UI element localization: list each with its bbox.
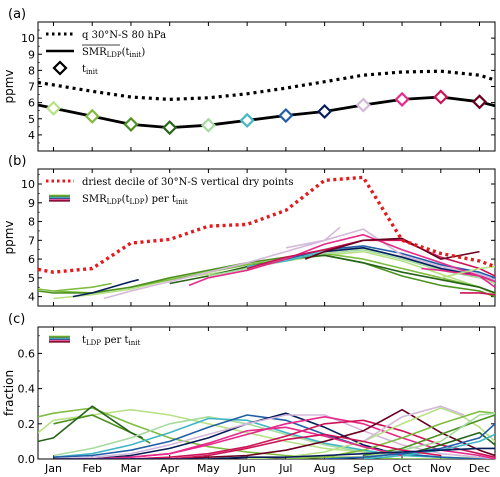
month-label: Sep <box>353 462 374 475</box>
trajectory-line <box>53 447 495 459</box>
tinit-marker <box>433 89 449 105</box>
y-tick-label: 0.4 <box>18 383 36 396</box>
trajectory-line <box>103 228 495 300</box>
legend: driest decile of 30°N-S vertical dry poi… <box>46 177 294 206</box>
legend-swatch <box>52 60 68 76</box>
month-label: Jan <box>44 462 62 475</box>
trajectory-line <box>53 414 495 459</box>
y-tick-label: 5 <box>28 272 35 285</box>
panel-label: (c) <box>8 312 25 327</box>
y-tick-label: 5 <box>28 113 35 126</box>
plot-area <box>38 405 495 459</box>
panel-label: (b) <box>8 154 26 169</box>
trajectory-line <box>53 282 112 292</box>
y-tick-label: 4 <box>28 129 35 142</box>
trajectory-line <box>285 226 341 249</box>
month-label: Apr <box>160 462 180 475</box>
y-tick-label: 9 <box>28 197 35 210</box>
panel-label: (a) <box>8 7 26 22</box>
month-label: Jun <box>238 462 256 475</box>
legend: q 30°N-S 80 hPa SMRLDP(tinit) tinit <box>46 30 166 76</box>
y-axis-label: ppmv <box>2 69 16 103</box>
trajectory-line <box>130 433 441 459</box>
legend-label: tLDP per tinit <box>82 335 140 347</box>
panel-a: 4 5 6 7 8 9 10 ppmv (a) q 30°N-S 80 hPa SMRLDP(tin… <box>2 7 496 152</box>
plot-area <box>38 69 495 136</box>
plot-area <box>38 175 495 300</box>
y-tick-label: 0.6 <box>18 347 36 360</box>
trajectory-line <box>460 292 495 296</box>
tinit-marker <box>355 97 371 113</box>
trajectory-line <box>169 254 495 294</box>
y-tick-label: 0.2 <box>18 418 36 431</box>
trajectory-line <box>363 414 495 457</box>
trajectory-line <box>38 405 143 443</box>
trajectory-line <box>304 237 480 260</box>
tinit-marker <box>317 103 333 120</box>
tinit-marker <box>471 94 488 110</box>
plot-frame <box>37 326 496 460</box>
y-tick-label: 8 <box>28 216 35 229</box>
tinit-marker <box>239 112 255 128</box>
y-tick-label: 4 <box>28 291 35 304</box>
y-tick-label: 9 <box>28 48 35 61</box>
tinit-marker <box>278 107 294 124</box>
legend-label: SMRLDP(tLDP) per tinit <box>82 194 188 206</box>
tinit-marker <box>45 100 62 116</box>
legend: tLDP per tinit <box>49 335 140 347</box>
month-label: Feb <box>82 462 101 475</box>
y-tick-label: 8 <box>28 64 35 77</box>
y-axis-label: fraction <box>2 370 16 416</box>
y-tick-label: 0.0 <box>18 453 36 466</box>
series-line <box>38 175 495 274</box>
month-label: Dec <box>469 462 490 475</box>
trajectory-line <box>72 278 139 298</box>
trajectory-line <box>285 410 495 459</box>
y-tick-label: 10 <box>21 32 35 45</box>
legend-label: SMRLDP(tinit) <box>82 47 145 59</box>
trajectory-line <box>246 239 495 277</box>
tinit-marker <box>394 91 410 107</box>
month-label: Nov <box>430 462 452 475</box>
month-axis: Jan Feb Mar Apr May Jun Jul Aug Sep Oct Nov Dec <box>44 462 490 475</box>
month-label: Oct <box>393 462 413 475</box>
trajectory-line <box>53 414 151 444</box>
trajectory-line <box>440 265 495 279</box>
legend-label: driest decile of 30°N-S vertical dry poi… <box>82 177 294 188</box>
month-label: Aug <box>314 462 335 475</box>
y-tick-label: 7 <box>28 81 35 94</box>
y-tick-label: 6 <box>28 97 35 110</box>
y-tick-label: 7 <box>28 234 35 247</box>
trajectory-line <box>92 426 403 459</box>
tinit-marker <box>84 108 100 124</box>
legend-label: q 30°N-S 80 hPa <box>82 30 166 41</box>
trajectory-line <box>53 414 495 459</box>
tinit-marker <box>200 117 216 133</box>
series-line <box>38 95 495 129</box>
month-label: Mar <box>121 462 142 475</box>
month-label: Jul <box>278 462 292 475</box>
trajectory-line <box>38 254 495 298</box>
trajectory-line <box>130 408 495 459</box>
trajectory-line <box>362 405 465 443</box>
y-axis-label: ppmv <box>2 220 16 254</box>
tinit-marker <box>123 116 139 132</box>
plot-frame <box>37 21 496 152</box>
y-tick-label: 10 <box>21 178 35 191</box>
plot-frame <box>37 168 496 307</box>
legend-swatch <box>49 194 70 202</box>
series-line <box>38 69 495 101</box>
panel-b: 4 5 6 7 8 9 10 ppmv (b) driest decile of 30°N-S v… <box>2 154 496 307</box>
month-label: May <box>197 462 220 475</box>
trajectory-line <box>188 233 495 288</box>
legend-label: tinit <box>82 64 98 76</box>
tinit-marker <box>162 120 178 136</box>
legend-swatch <box>49 335 70 343</box>
y-tick-label: 6 <box>28 253 35 266</box>
